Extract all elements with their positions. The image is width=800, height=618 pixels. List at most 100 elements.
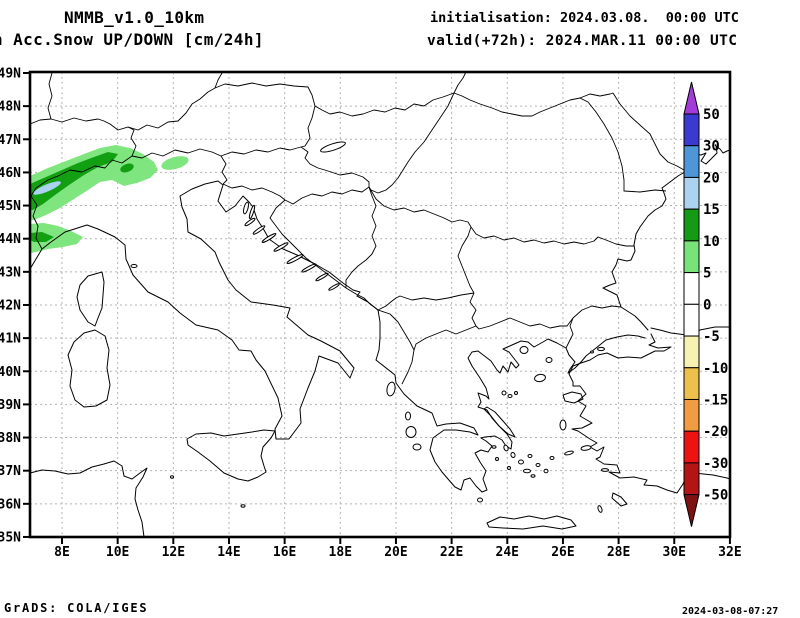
coast-europe-mainland: [30, 181, 645, 492]
small-island: [286, 253, 303, 264]
colorbar-label: -15: [703, 392, 728, 408]
lake-balaton: [320, 140, 347, 154]
small-islands: [131, 202, 609, 513]
small-island: [510, 452, 515, 458]
lat-tick-label: 37N: [0, 464, 21, 479]
small-island: [243, 202, 250, 215]
lon-tick-label: 16E: [273, 545, 296, 560]
small-island: [524, 469, 531, 473]
small-island: [550, 457, 554, 460]
small-island: [528, 455, 532, 458]
island-sardinia: [68, 330, 110, 407]
colorbar-segment: [684, 177, 699, 209]
colorbar-segment: [684, 368, 699, 400]
weather-map-screenshot: NMMB_v1.0_10km n Acc.Snow UP/DOWN [cm/24…: [0, 0, 800, 618]
small-island: [131, 265, 137, 268]
coast-north-africa: [30, 461, 147, 537]
colorbar-arrow-top: [684, 82, 699, 114]
lat-tick-label: 40N: [0, 365, 21, 380]
lat-tick-label: 49N: [0, 67, 21, 82]
small-island: [581, 445, 592, 451]
small-island: [496, 458, 499, 461]
lon-tick-label: 32E: [718, 545, 741, 560]
lon-tick-label: 10E: [106, 545, 129, 560]
small-island: [508, 395, 512, 398]
coastlines: [30, 146, 730, 537]
lon-tick-label: 14E: [217, 545, 240, 560]
small-island: [520, 347, 528, 354]
lat-tick-label: 48N: [0, 100, 21, 115]
small-island: [531, 475, 535, 477]
island-rhodes: [612, 493, 627, 506]
colorbar-segment: [684, 336, 699, 368]
small-island: [560, 420, 566, 430]
colorbar-label: 15: [703, 202, 720, 218]
country-borders: [30, 72, 684, 384]
colorbar-segment: [684, 273, 699, 305]
model-title: NMMB_v1.0_10km: [64, 8, 204, 27]
lat-tick-label: 39N: [0, 398, 21, 413]
lon-tick-label: 28E: [607, 545, 630, 560]
lat-tick-label: 44N: [0, 232, 21, 247]
colorbar-label: 20: [703, 170, 720, 186]
colorbar-label: 50: [703, 107, 720, 123]
colorbar-segment: [684, 114, 699, 146]
small-island: [508, 467, 511, 470]
colorbar-segment: [684, 463, 699, 495]
colorbar-segment: [684, 241, 699, 273]
lon-tick-label: 20E: [384, 545, 407, 560]
lon-tick-label: 18E: [329, 545, 352, 560]
small-island: [503, 444, 509, 451]
lon-tick-label: 24E: [496, 545, 519, 560]
lat-tick-label: 38N: [0, 431, 21, 446]
creation-timestamp: 2024-03-08-07:27: [682, 606, 778, 617]
small-island: [328, 283, 340, 291]
colorbar-label: 5: [703, 266, 711, 282]
lat-tick-label: 43N: [0, 265, 21, 280]
small-island: [515, 392, 518, 395]
small-island: [591, 351, 594, 353]
lon-tick-label: 30E: [663, 545, 686, 560]
small-island: [478, 498, 483, 502]
lat-tick-label: 36N: [0, 497, 21, 512]
lat-tick-label: 46N: [0, 166, 21, 181]
small-island: [241, 505, 245, 507]
colorbar: 503020151050-5-10-15-20-30-50: [684, 82, 728, 527]
initialisation-time: initialisation: 2024.03.08. 00:00 UTC: [430, 10, 739, 26]
island-corsica: [77, 272, 104, 326]
colorbar-segment: [684, 304, 699, 336]
small-island: [261, 232, 276, 243]
island-lesbos: [563, 392, 583, 403]
lat-tick-label: 42N: [0, 298, 21, 313]
colorbar-label: 0: [703, 297, 711, 313]
map-plot: 49N48N47N46N45N44N43N42N41N40N39N38N37N3…: [0, 0, 800, 618]
small-island: [413, 444, 421, 450]
colorbar-label: 10: [703, 234, 720, 250]
small-island: [598, 347, 605, 350]
island-evia: [484, 407, 515, 437]
small-island: [544, 469, 548, 473]
small-island: [386, 381, 396, 396]
colorbar-label: -10: [703, 361, 728, 377]
grid-lines: [30, 72, 730, 537]
product-title: n Acc.Snow UP/DOWN [cm/24h]: [0, 30, 264, 49]
lon-tick-label: 26E: [551, 545, 574, 560]
lon-tick-label: 12E: [162, 545, 185, 560]
colorbar-arrow-bottom: [684, 495, 699, 527]
small-island: [492, 446, 496, 448]
lat-tick-label: 35N: [0, 530, 21, 545]
snow-shading: [30, 145, 190, 253]
colorbar-segment: [684, 146, 699, 178]
lat-tick-label: 47N: [0, 133, 21, 148]
small-island: [519, 460, 524, 464]
valid-time: valid(+72h): 2024.MAR.11 00:00 UTC: [427, 33, 737, 49]
grads-credit: GrADS: COLA/IGES: [4, 601, 148, 615]
colorbar-segment: [684, 399, 699, 431]
small-island: [602, 469, 609, 472]
colorbar-segment: [684, 431, 699, 463]
small-island: [171, 476, 174, 478]
colorbar-label: -20: [703, 424, 728, 440]
small-island: [546, 358, 552, 363]
colorbar-label: -5: [703, 329, 720, 345]
small-island: [502, 391, 506, 395]
